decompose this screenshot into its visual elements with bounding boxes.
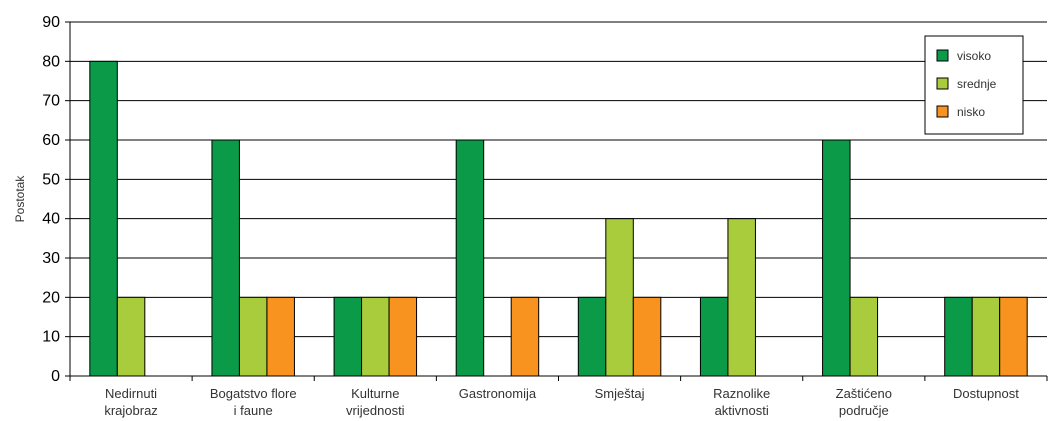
bar-nisko <box>266 296 295 377</box>
legend-swatch-visoko <box>936 49 949 62</box>
y-axis-title: Postotak <box>13 175 27 223</box>
bars <box>89 60 1028 377</box>
x-category-label: Kulturne <box>351 386 399 401</box>
bar-visoko <box>577 296 607 377</box>
bar-visoko <box>89 60 118 377</box>
x-category-label: Raznolike <box>713 386 770 401</box>
bar-visoko <box>822 139 851 377</box>
y-tick-label: 80 <box>42 53 60 70</box>
y-tick-label: 50 <box>42 171 60 188</box>
x-category-label: područje <box>839 403 889 418</box>
bar-nisko <box>999 296 1028 377</box>
bar-srednje <box>727 218 756 377</box>
bar-nisko <box>510 296 540 377</box>
legend-swatch-srednje <box>936 77 949 90</box>
y-tick-label: 0 <box>51 368 60 385</box>
legend-label-nisko: nisko <box>957 105 985 119</box>
legend: visoko srednje nisko <box>924 35 1024 135</box>
bar-srednje <box>116 296 146 377</box>
bar-visoko <box>699 296 729 377</box>
x-category-label: Zaštićeno <box>836 386 892 401</box>
x-category-label: vrijednosti <box>346 403 405 418</box>
bar-srednje <box>238 296 268 377</box>
bar-srednje <box>361 296 390 377</box>
axes: 0 10 20 30 40 50 60 70 80 90 Nedirnuti krajobraz Bog… <box>42 14 1048 418</box>
bar-nisko <box>388 296 418 377</box>
bar-srednje <box>849 296 879 377</box>
x-category-label: Nedirnuti <box>105 386 157 401</box>
bar-srednje <box>605 218 634 377</box>
y-tick-label: 40 <box>42 211 60 228</box>
legend-label-visoko: visoko <box>957 49 991 63</box>
legend-swatch-nisko <box>936 105 949 118</box>
x-category-label: Smještaj <box>595 386 645 401</box>
y-tick-label: 90 <box>42 14 60 31</box>
y-tick-label: 10 <box>42 329 60 346</box>
bar-visoko <box>333 296 363 377</box>
x-category-label: aktivnosti <box>715 403 769 418</box>
bar-srednje <box>971 296 1001 377</box>
bar-visoko <box>944 296 973 377</box>
bar-nisko <box>632 296 662 377</box>
y-tick-label: 20 <box>42 289 60 306</box>
y-tick-label: 60 <box>42 132 60 149</box>
y-tick-label: 30 <box>42 250 60 267</box>
y-tick-label: 70 <box>42 93 60 110</box>
x-category-label: Gastronomija <box>459 386 537 401</box>
x-category-label: Bogatstvo flore <box>210 386 297 401</box>
legend-label-srednje: srednje <box>957 77 997 91</box>
x-category-label: krajobraz <box>104 403 157 418</box>
bar-visoko <box>455 139 485 377</box>
x-category-label: Dostupnost <box>953 386 1019 401</box>
bar-visoko <box>211 139 240 377</box>
x-category-label: i faune <box>234 403 273 418</box>
